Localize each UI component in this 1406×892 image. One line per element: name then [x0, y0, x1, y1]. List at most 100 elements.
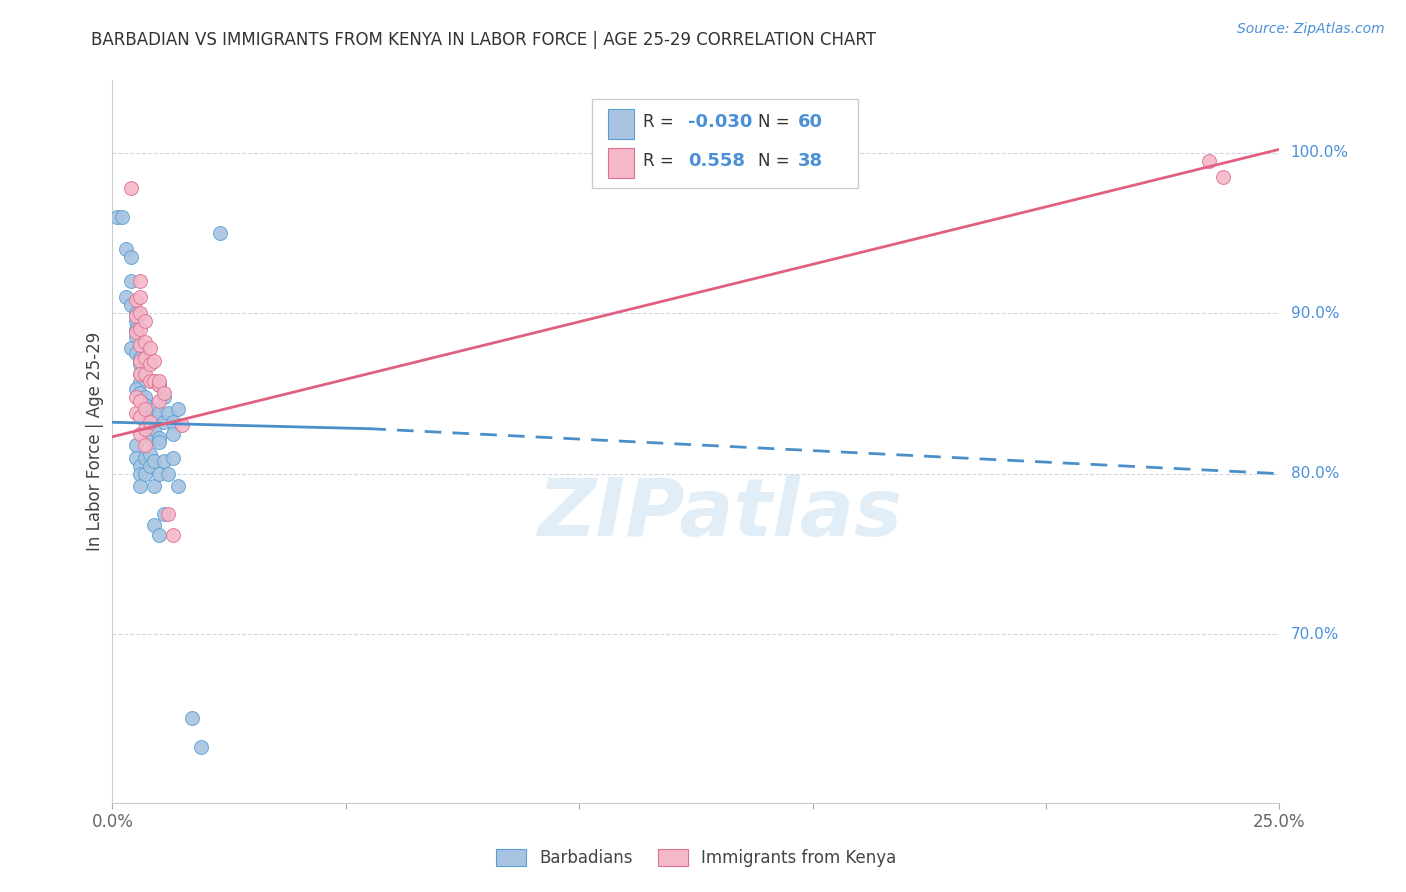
- Point: [115, 290, 138, 304]
- Text: 0.558: 0.558: [688, 152, 745, 170]
- Point: [129, 386, 152, 401]
- Point: [153, 454, 176, 468]
- Point: [143, 454, 166, 468]
- Point: [120, 298, 142, 312]
- Point: [125, 382, 148, 396]
- Point: [143, 422, 166, 436]
- Point: [129, 354, 152, 368]
- Point: [139, 342, 162, 356]
- Bar: [609, 109, 634, 139]
- Point: [134, 390, 156, 404]
- Point: [134, 367, 156, 381]
- Point: [139, 374, 162, 388]
- Point: [139, 358, 162, 372]
- Point: [125, 438, 148, 452]
- Point: [148, 434, 170, 449]
- Point: [129, 274, 152, 288]
- Point: [139, 431, 162, 445]
- Text: N =: N =: [758, 152, 794, 170]
- Point: [148, 467, 170, 481]
- Point: [125, 322, 148, 336]
- Point: [134, 334, 156, 349]
- Point: [139, 425, 162, 439]
- Point: [148, 374, 170, 388]
- Point: [134, 351, 156, 365]
- Point: [148, 431, 170, 445]
- Point: [129, 367, 152, 381]
- Point: [134, 450, 156, 465]
- Text: 60: 60: [797, 113, 823, 131]
- Point: [134, 402, 156, 417]
- Text: 70.0%: 70.0%: [1291, 627, 1339, 641]
- Point: [120, 342, 142, 356]
- Y-axis label: In Labor Force | Age 25-29: In Labor Force | Age 25-29: [86, 332, 104, 551]
- Point: [129, 458, 152, 473]
- Point: [125, 346, 148, 360]
- Point: [157, 467, 180, 481]
- Point: [148, 378, 170, 392]
- Point: [120, 181, 142, 195]
- Point: [105, 210, 128, 224]
- Point: [148, 378, 170, 392]
- Text: N =: N =: [758, 113, 794, 131]
- Point: [143, 374, 166, 388]
- Point: [180, 711, 202, 725]
- Text: 38: 38: [797, 152, 823, 170]
- Point: [129, 394, 152, 409]
- Point: [139, 410, 162, 425]
- Point: [125, 390, 148, 404]
- Point: [157, 507, 180, 521]
- Point: [143, 410, 166, 425]
- Point: [125, 310, 148, 324]
- Point: [129, 338, 152, 352]
- Text: Source: ZipAtlas.com: Source: ZipAtlas.com: [1237, 22, 1385, 37]
- Point: [134, 398, 156, 412]
- Point: [125, 306, 148, 320]
- Point: [143, 354, 166, 368]
- Text: 90.0%: 90.0%: [1291, 306, 1339, 320]
- Point: [134, 314, 156, 328]
- Point: [153, 415, 176, 429]
- Point: [129, 290, 152, 304]
- Point: [153, 386, 176, 401]
- Text: R =: R =: [644, 152, 685, 170]
- Text: -0.030: -0.030: [688, 113, 752, 131]
- Point: [166, 479, 188, 493]
- Point: [162, 450, 184, 465]
- Text: 80.0%: 80.0%: [1291, 467, 1339, 481]
- Point: [125, 293, 148, 308]
- Point: [129, 306, 152, 320]
- Point: [134, 467, 156, 481]
- Point: [120, 250, 142, 264]
- Point: [166, 402, 188, 417]
- Point: [115, 242, 138, 256]
- Point: [125, 326, 148, 340]
- Point: [111, 210, 134, 224]
- Point: [134, 406, 156, 420]
- Point: [143, 402, 166, 417]
- Point: [157, 406, 180, 420]
- Point: [172, 418, 194, 433]
- Point: [162, 415, 184, 429]
- Point: [139, 415, 162, 429]
- Text: BARBADIAN VS IMMIGRANTS FROM KENYA IN LABOR FORCE | AGE 25-29 CORRELATION CHART: BARBADIAN VS IMMIGRANTS FROM KENYA IN LA…: [91, 31, 876, 49]
- Point: [1212, 169, 1234, 184]
- Point: [153, 390, 176, 404]
- Text: R =: R =: [644, 113, 679, 131]
- Point: [129, 410, 152, 425]
- Point: [129, 358, 152, 372]
- Point: [129, 322, 152, 336]
- Point: [134, 438, 156, 452]
- Point: [162, 426, 184, 441]
- Text: ZIPatlas: ZIPatlas: [537, 475, 901, 553]
- Point: [129, 479, 152, 493]
- Point: [129, 367, 152, 381]
- Point: [129, 375, 152, 389]
- Point: [162, 527, 184, 541]
- Point: [143, 479, 166, 493]
- Point: [125, 406, 148, 420]
- Point: [125, 330, 148, 344]
- Point: [139, 418, 162, 433]
- Point: [120, 274, 142, 288]
- Point: [148, 394, 170, 409]
